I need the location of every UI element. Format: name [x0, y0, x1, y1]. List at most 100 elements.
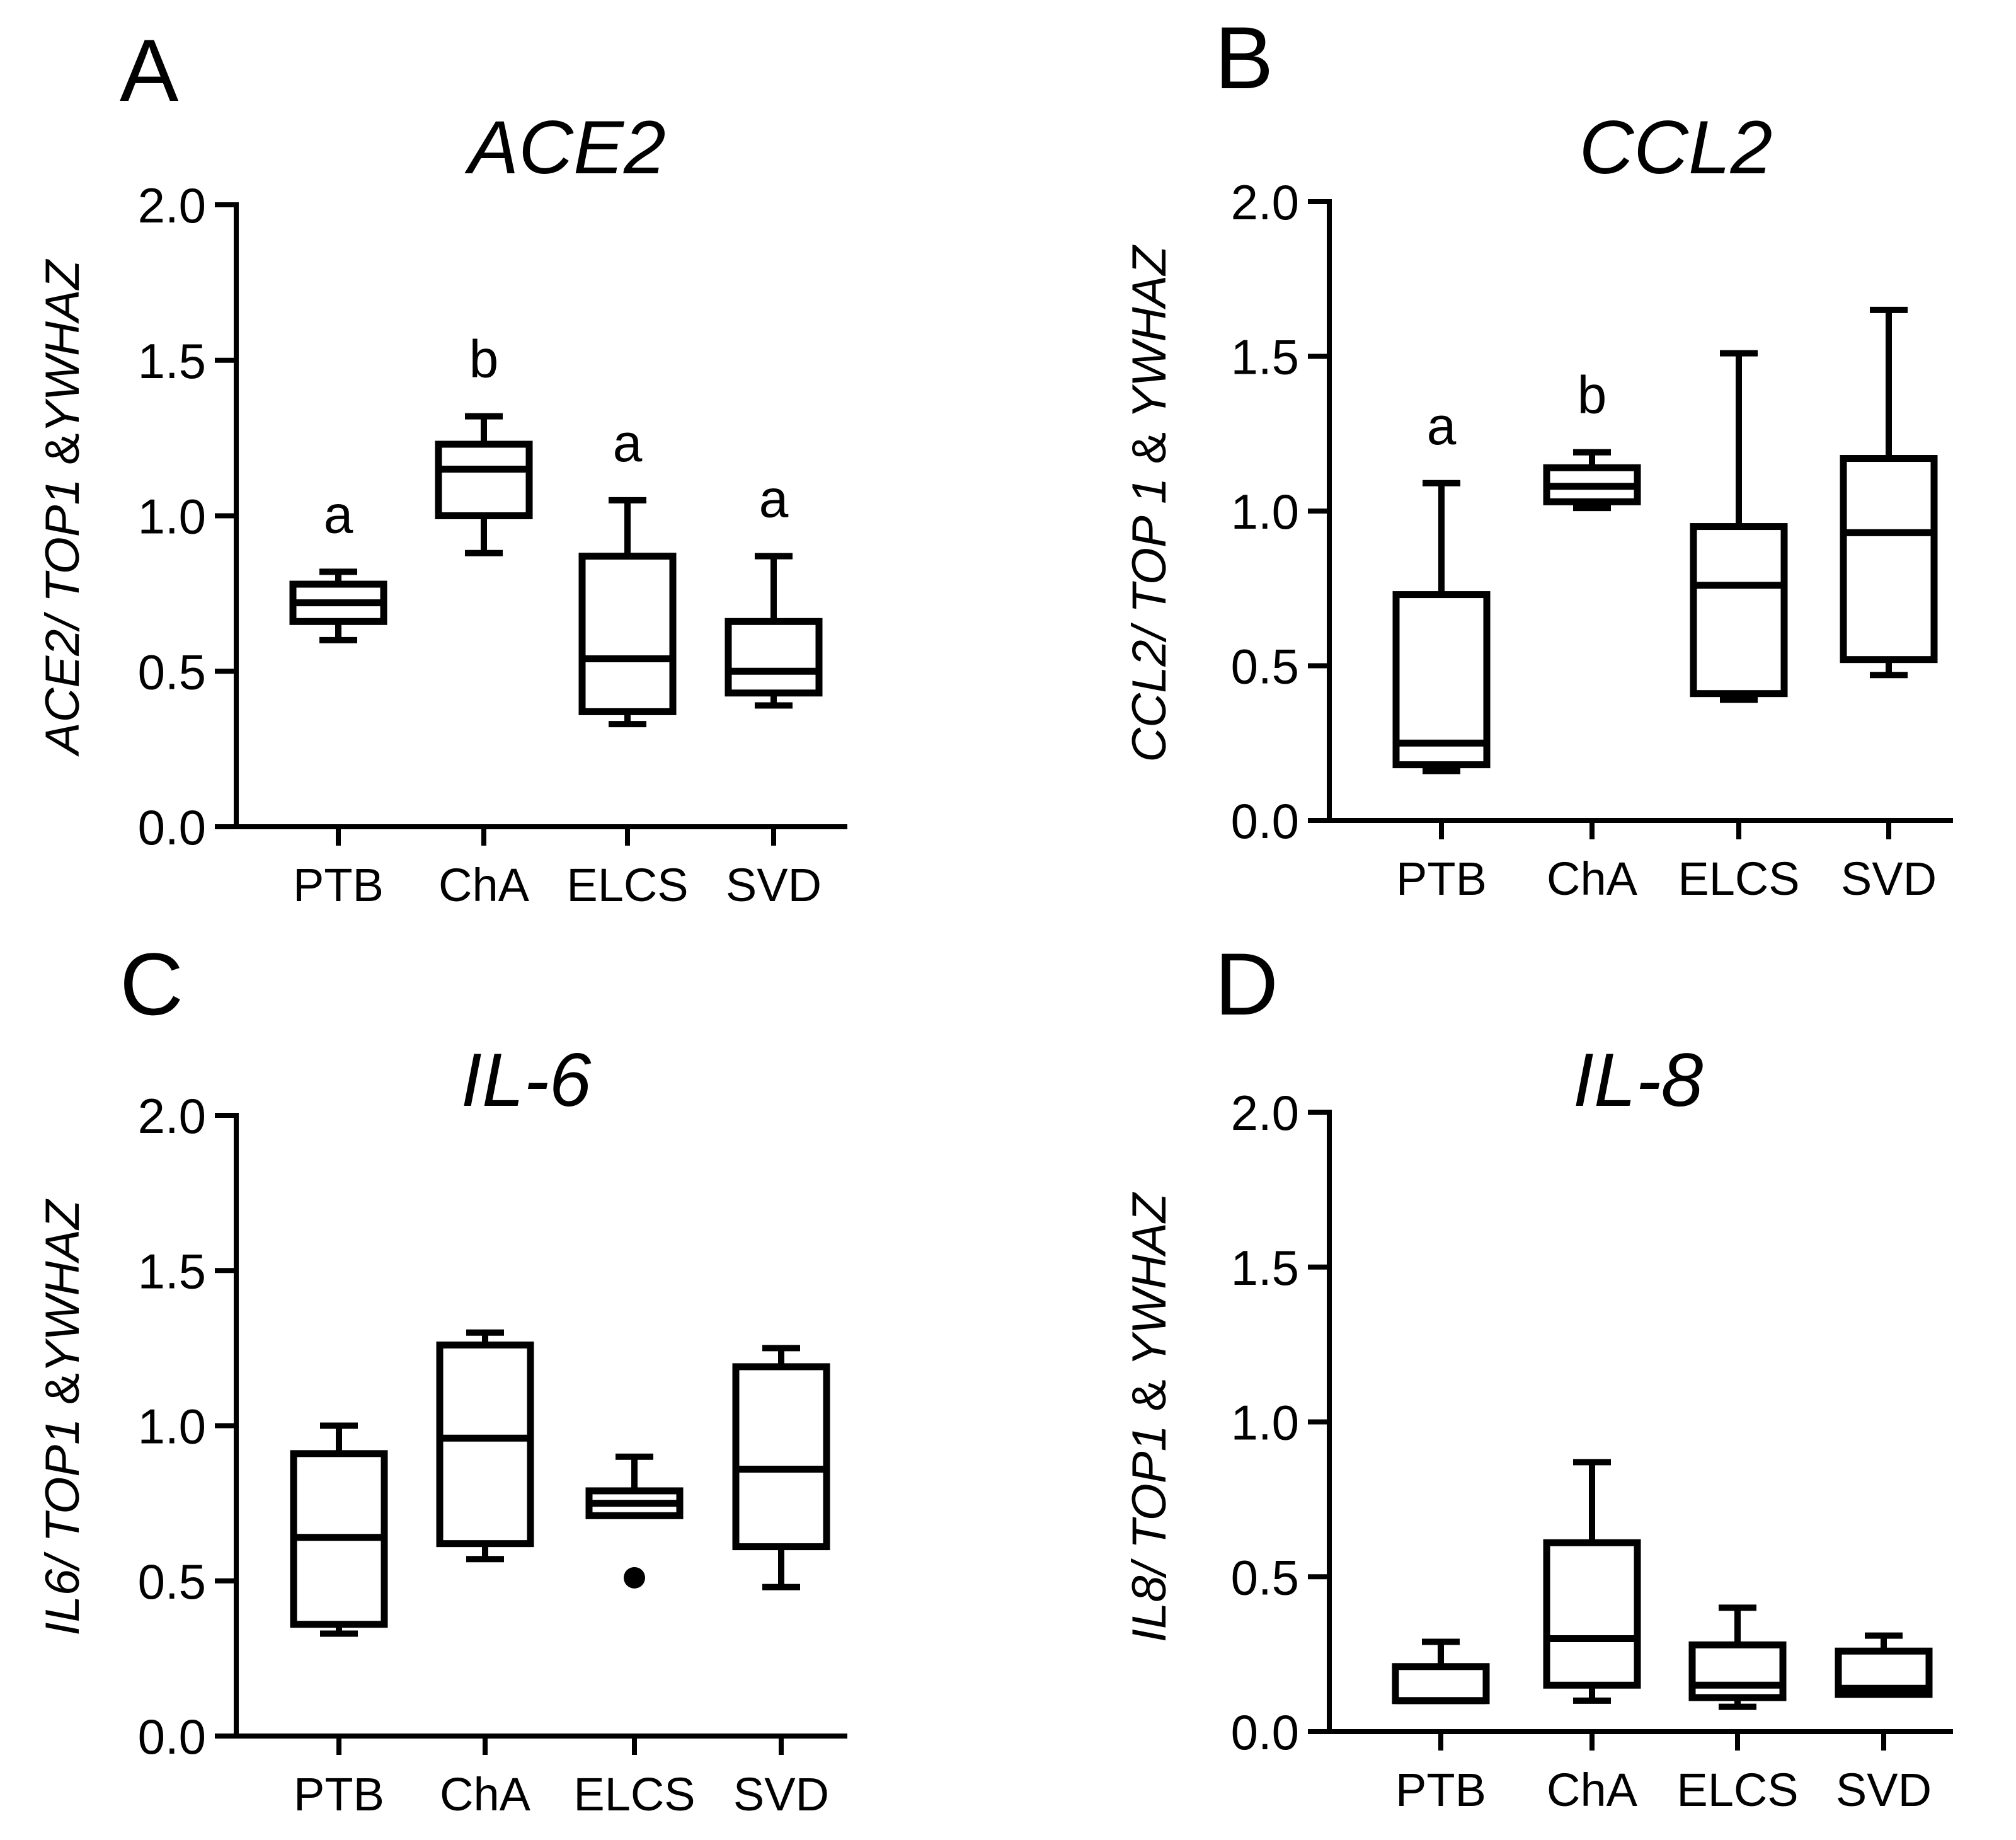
box-iqr — [578, 553, 677, 715]
x-tick-label: ChA — [438, 859, 530, 911]
x-tick-label: PTB — [1395, 1764, 1486, 1816]
box-plot-svd: a — [724, 469, 823, 709]
box-iqr — [1392, 591, 1491, 769]
y-axis: 0.0 0.5 1.0 1.5 2.0 — [1231, 1085, 1953, 1760]
y-axis-label: IL8/ TOP1 & YWHAZ — [1123, 1192, 1176, 1642]
panel-title: IL-6 — [461, 1038, 592, 1122]
x-axis: PTB ChA ELCS SVD — [1396, 853, 1937, 905]
box-iqr — [1392, 1663, 1490, 1705]
box-plot-ptb: a — [289, 485, 387, 643]
box-plot-elcs — [585, 1453, 684, 1519]
significance-letter: a — [1427, 396, 1457, 456]
panel-c: C IL-6 IL6/ TOP1 &YWHAZ 0.00.51.01.52.0 … — [36, 934, 847, 1820]
panel-d: D IL-8 IL8/ TOP1 & YWHAZ 0.0 0.5 1.0 1.5 2.0… — [1123, 934, 1953, 1816]
y-tick-label: 1.5 — [1231, 1240, 1299, 1296]
y-axis-label: IL6/ TOP1 &YWHAZ — [36, 1199, 89, 1636]
box-iqr — [724, 618, 823, 697]
y-label-part-2: & — [1123, 1366, 1176, 1425]
y-tick-label: 1.5 — [138, 1243, 206, 1299]
x-tick-label: ELCS — [1676, 1764, 1798, 1816]
y-label-part-3: YWHAZ — [1123, 1192, 1176, 1366]
y-axis: 0.0 0.5 1.0 1.5 2.0 — [138, 178, 847, 855]
y-label-part-3: YWHAZ — [36, 258, 89, 433]
x-tick-label: PTB — [294, 1768, 384, 1820]
significance-letter: a — [613, 413, 643, 473]
box-plot-ptb: a — [1392, 396, 1491, 774]
x-tick-label: ELCS — [566, 859, 688, 911]
x-tick-label: SVD — [733, 1768, 829, 1820]
box-iqr — [1690, 523, 1788, 698]
box-iqr — [435, 440, 533, 519]
y-label-part-1: IL8/ TOP1 — [1123, 1425, 1176, 1642]
outlier-point — [624, 1567, 645, 1589]
y-tick-label: 2.0 — [1231, 1085, 1299, 1141]
box-plot-elcs: a — [578, 413, 677, 728]
y-tick-label: 1.0 — [138, 489, 206, 544]
box-plot-cha: b — [1543, 365, 1641, 512]
y-tick-label: 1.0 — [1231, 484, 1299, 539]
box-plot-svd — [1840, 306, 1938, 679]
box-iqr — [436, 1341, 534, 1548]
box-iqr — [1688, 1641, 1787, 1701]
panel-a: A ACE2 ACE2/ TOP1 &YWHAZ 0.0 0.5 1.0 1.5 2.0… — [36, 21, 847, 911]
box-plot-ptb — [1392, 1638, 1490, 1705]
y-tick-label: 1.0 — [1231, 1395, 1299, 1451]
x-axis: PTB ChA ELCS SVD — [293, 859, 822, 911]
y-label-part-2: & — [36, 433, 89, 478]
x-tick-label: SVD — [1841, 853, 1937, 905]
significance-letter: a — [324, 485, 353, 544]
y-label-part-1: IL6/ TOP1 — [36, 1418, 89, 1636]
y-tick-label: 2.0 — [1231, 175, 1299, 230]
significance-letter: a — [759, 469, 789, 529]
y-axis: 0.0 0.5 1.0 1.5 2.0 — [1231, 175, 1953, 849]
box-plot-cha: b — [435, 330, 533, 556]
panel-title: CCL2 — [1579, 105, 1773, 190]
x-tick-label: ChA — [1547, 853, 1638, 905]
y-tick-label: 0.5 — [1231, 639, 1299, 694]
y-tick-label: 2.0 — [138, 1088, 206, 1144]
y-label-part-2: & — [1123, 419, 1176, 478]
boxes — [1392, 1459, 1933, 1710]
y-tick-label: 0.0 — [1231, 793, 1299, 849]
box-plot-cha — [436, 1329, 534, 1563]
box-iqr — [1543, 1539, 1641, 1689]
x-tick-label: ChA — [440, 1768, 531, 1820]
significance-letter: b — [1578, 365, 1607, 425]
box-iqr — [1835, 1647, 1933, 1698]
y-tick-label: 2.0 — [138, 178, 206, 233]
boxes — [290, 1329, 830, 1637]
box-plot-ptb — [290, 1422, 388, 1637]
significance-letter: b — [469, 330, 499, 389]
y-label-part-1: ACE2/ TOP1 — [36, 478, 89, 757]
box-plot-elcs — [1690, 350, 1788, 703]
boxes: a b a a — [289, 330, 823, 728]
y-label-part-3: YWHAZ — [1123, 244, 1176, 419]
panel-letter: A — [120, 21, 179, 120]
y-tick-label: 0.0 — [1231, 1705, 1299, 1760]
panel-letter: B — [1215, 8, 1273, 107]
y-axis: 0.0 0.5 1.0 1.5 2.0 — [138, 1088, 847, 1764]
x-tick-label: ELCS — [1678, 853, 1799, 905]
box-plot-cha — [1543, 1459, 1641, 1704]
y-tick-label: 0.5 — [138, 1554, 206, 1609]
y-tick-label: 1.5 — [1231, 330, 1299, 385]
x-tick-label: PTB — [1396, 853, 1487, 905]
x-tick-label: SVD — [1836, 1764, 1932, 1816]
y-label-part-2: & — [36, 1373, 89, 1418]
y-tick-label: 0.5 — [1231, 1550, 1299, 1605]
y-axis-label: ACE2/ TOP1 &YWHAZ — [36, 258, 89, 757]
y-axis-label: CCL2/ TOP 1 & YWHAZ — [1123, 244, 1176, 762]
x-axis: PTB ChA ELCS SVD — [294, 1768, 829, 1820]
x-tick-label: ELCS — [573, 1768, 695, 1820]
panel-title: ACE2 — [464, 105, 665, 190]
y-label-part-1: CCL2/ TOP 1 — [1123, 478, 1176, 762]
panel-letter: C — [120, 934, 183, 1033]
box-iqr — [732, 1363, 830, 1551]
y-tick-label: 0.0 — [138, 800, 206, 855]
x-tick-label: PTB — [293, 859, 384, 911]
boxes: ab — [1392, 306, 1938, 774]
box-iqr — [1840, 455, 1938, 664]
x-axis: PTB ChA ELCS SVD — [1395, 1764, 1932, 1816]
y-tick-label: 1.5 — [138, 333, 206, 389]
